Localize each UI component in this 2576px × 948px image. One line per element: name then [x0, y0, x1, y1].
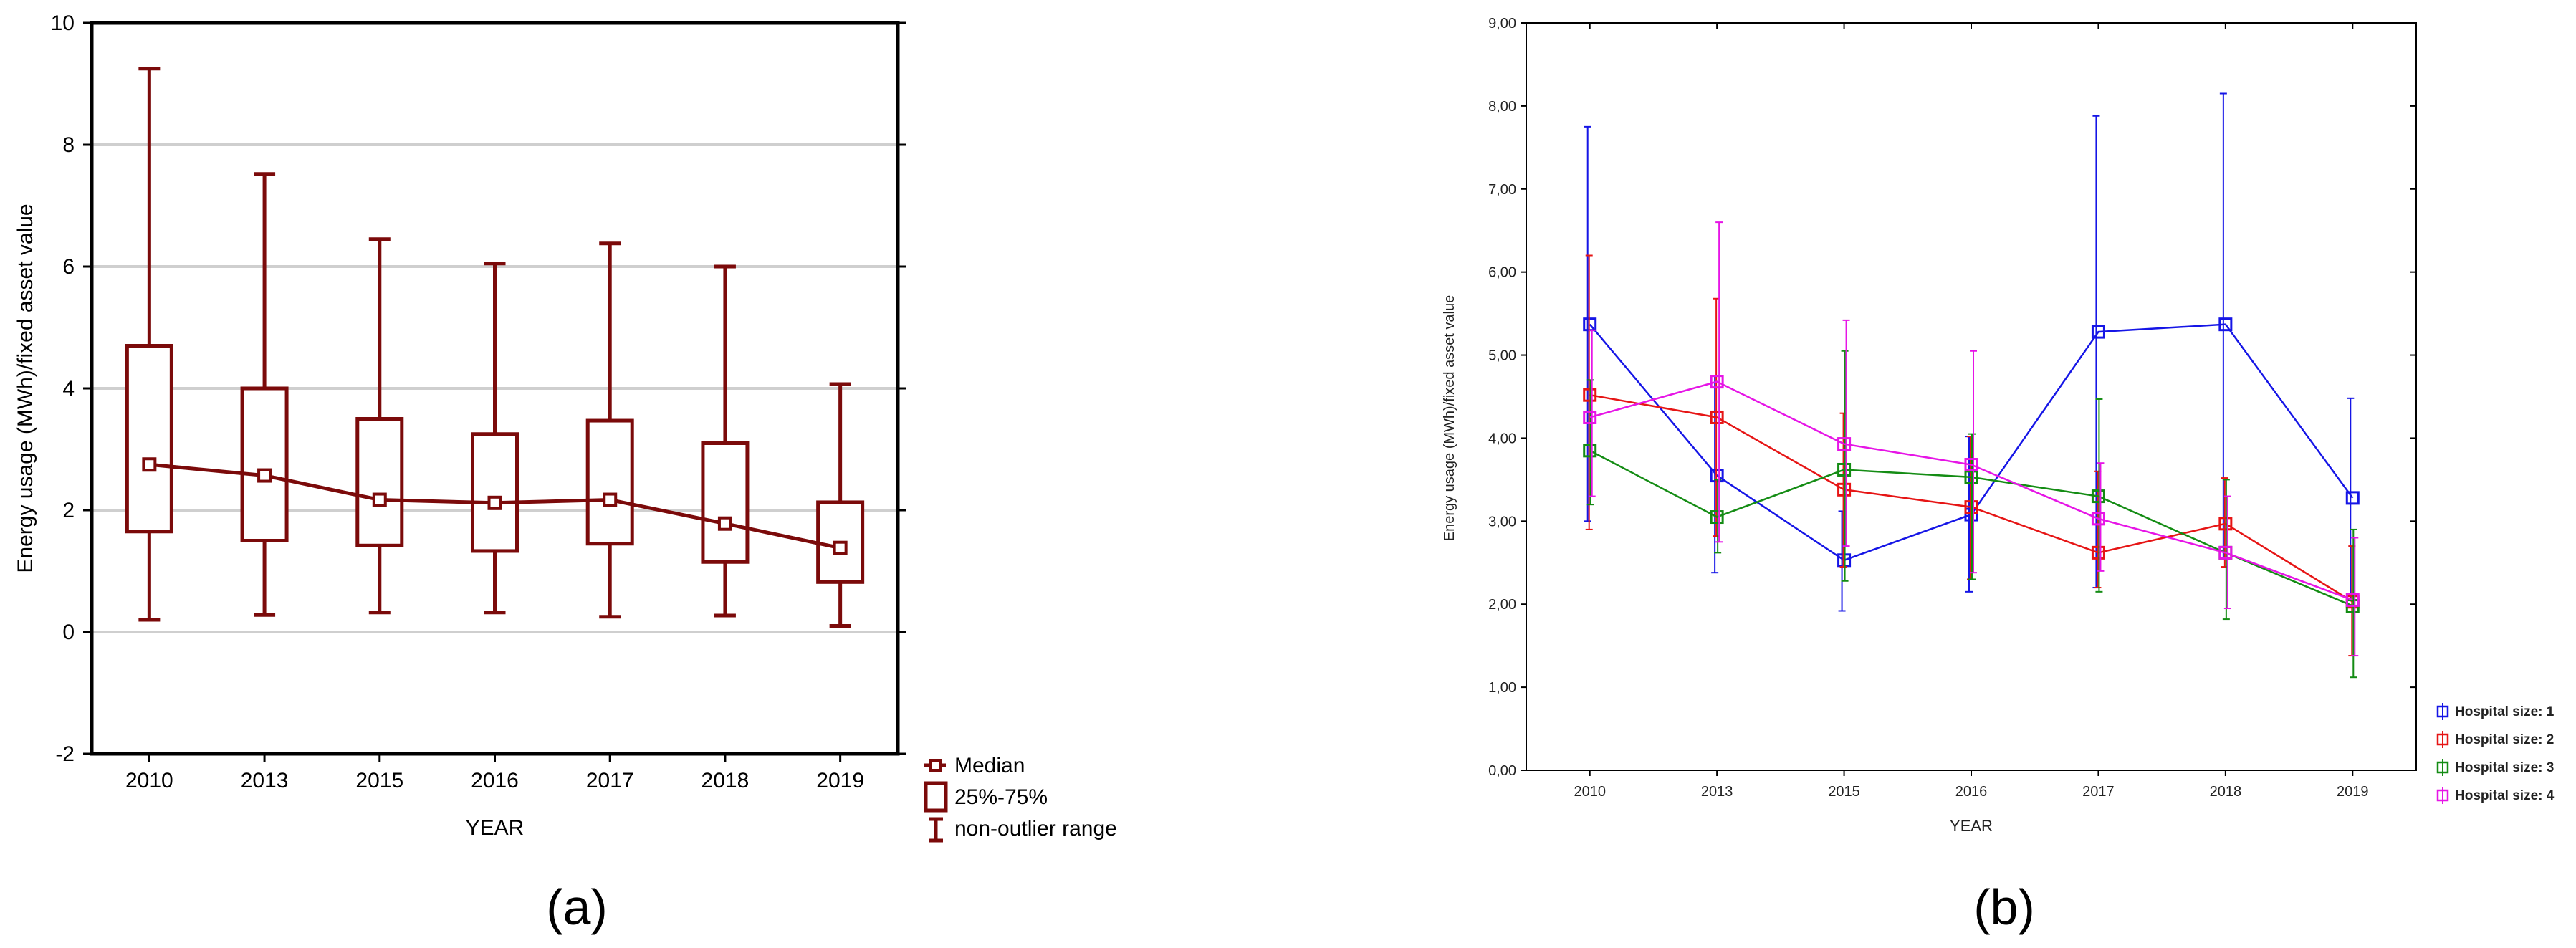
- y-tick-label: 3,00: [1488, 514, 1516, 530]
- y-axis-label: Energy usage (MWh)/fixed asset value: [14, 204, 37, 573]
- iqr-box: [240, 386, 289, 542]
- y-tick-label: 9,00: [1488, 16, 1516, 32]
- data-marker-2018: [2218, 317, 2233, 332]
- data-marker-2010: [1583, 410, 1597, 424]
- y-tick-label: 8: [62, 133, 75, 157]
- data-marker-2017: [2091, 512, 2105, 526]
- legend-swatch-marker: [2436, 789, 2449, 802]
- iqr-box: [125, 344, 173, 534]
- x-tick-label: 2015: [1828, 784, 1860, 800]
- data-marker-2013: [1710, 510, 1724, 525]
- iqr-box: [471, 432, 519, 553]
- x-tick-label: 2018: [702, 769, 750, 793]
- y-tick-label: 8,00: [1488, 99, 1516, 115]
- panel-label-b: (b): [1973, 879, 2035, 935]
- box-2017: [585, 241, 634, 619]
- data-marker-2015: [1837, 437, 1852, 451]
- box-2015: [355, 237, 404, 615]
- legend: Hospital size: 1 Hospital size: 2 Hospital…: [2436, 703, 2555, 804]
- median-marker-2016: [487, 495, 502, 510]
- iqr-box: [585, 418, 634, 546]
- x-tick-label: 2017: [2082, 784, 2115, 800]
- legend-label: Hospital size: 4: [2455, 788, 2555, 803]
- y-tick-label: 4,00: [1488, 431, 1516, 446]
- data-marker-2019: [2345, 491, 2360, 505]
- y-tick-label: 10: [51, 11, 75, 35]
- box-2018: [701, 264, 750, 618]
- x-tick-label: 2010: [125, 769, 173, 793]
- x-tick-label: 2013: [241, 769, 289, 793]
- x-axis-label: YEAR: [1950, 817, 1993, 835]
- box-2019: [816, 382, 865, 628]
- legend-label: Hospital size: 1: [2455, 704, 2555, 719]
- legend-label: Hospital size: 2: [2455, 732, 2554, 747]
- x-tick-label: 2019: [816, 769, 864, 793]
- x-tick-label: 2016: [471, 769, 519, 793]
- legend-median-marker: [929, 759, 942, 772]
- series-4: [1583, 221, 2360, 657]
- data-marker-2016: [1964, 458, 1978, 472]
- x-tick-label: 2016: [1955, 784, 1988, 800]
- data-marker-2015: [1837, 482, 1852, 497]
- x-tick-label: 2010: [1574, 784, 1606, 800]
- plot-frame: [1526, 22, 2417, 771]
- median-marker-2019: [833, 540, 848, 555]
- chart-b: 0,00 1,00 2,00 3,00 4,00 5,00 6,00 7,00 8,00 9,00…: [1442, 16, 2555, 935]
- legend-label-median: Median: [954, 754, 1025, 777]
- legend-label-range: non-outlier range: [954, 817, 1117, 841]
- legend-swatch-marker: [2436, 761, 2449, 774]
- box-2016: [471, 262, 519, 615]
- y-tick-label: 0: [62, 621, 75, 644]
- median-marker-2015: [372, 492, 387, 507]
- median-marker-2018: [717, 516, 732, 531]
- y-tick-label: 5,00: [1488, 348, 1516, 364]
- y-tick-label: 2,00: [1488, 597, 1516, 613]
- data-marker-2018: [2218, 545, 2233, 560]
- y-axis-label: Energy usage (MWh)/fixed asset value: [1442, 295, 1457, 542]
- x-tick-label: 2013: [1701, 784, 1733, 800]
- data-marker-2015: [1837, 462, 1852, 477]
- iqr-box: [355, 417, 404, 547]
- legend: Median 25%-75% non-outlier range: [924, 754, 1117, 843]
- y-tick-label: 1,00: [1488, 680, 1516, 696]
- x-tick-label: 2015: [355, 769, 403, 793]
- x-tick-label: 2018: [2210, 784, 2242, 800]
- x-tick-label: 2017: [586, 769, 634, 793]
- legend-label-iqr: 25%-75%: [954, 785, 1048, 809]
- box-2010: [125, 67, 173, 622]
- data-marker-2017: [2091, 325, 2105, 339]
- y-tick-label: 0,00: [1488, 763, 1516, 779]
- series-line: [1589, 380, 2353, 601]
- y-tick-label: 4: [62, 377, 75, 401]
- data-marker-2019: [2345, 593, 2360, 607]
- box-2013: [240, 172, 289, 617]
- x-axis-label: YEAR: [466, 816, 525, 840]
- median-marker-2010: [142, 457, 157, 472]
- legend-swatch-marker: [2436, 733, 2449, 746]
- median-marker-2013: [257, 468, 272, 483]
- data-marker-2017: [2091, 489, 2105, 504]
- y-tick-label: 6: [62, 255, 75, 279]
- data-marker-2010: [1583, 444, 1597, 458]
- y-tick-label: 6,00: [1488, 265, 1516, 281]
- legend-box-swatch: [924, 781, 948, 813]
- y-tick-label: -2: [55, 742, 75, 766]
- data-marker-2013: [1710, 375, 1724, 389]
- y-tick-label: 2: [62, 499, 75, 522]
- x-tick-label: 2019: [2337, 784, 2369, 800]
- y-tick-label: 7,00: [1488, 182, 1516, 198]
- panel-label-a: (a): [546, 879, 608, 935]
- median-marker-2017: [603, 492, 618, 507]
- iqr-box: [701, 441, 750, 564]
- legend-swatch-marker: [2436, 705, 2449, 718]
- chart-a: -2 0 2 4 6 8 10 2010 2013 2015 2016 2017 2018 2019 YEA…: [14, 11, 1117, 935]
- legend-label: Hospital size: 3: [2455, 760, 2554, 775]
- data-marker-2013: [1710, 410, 1724, 424]
